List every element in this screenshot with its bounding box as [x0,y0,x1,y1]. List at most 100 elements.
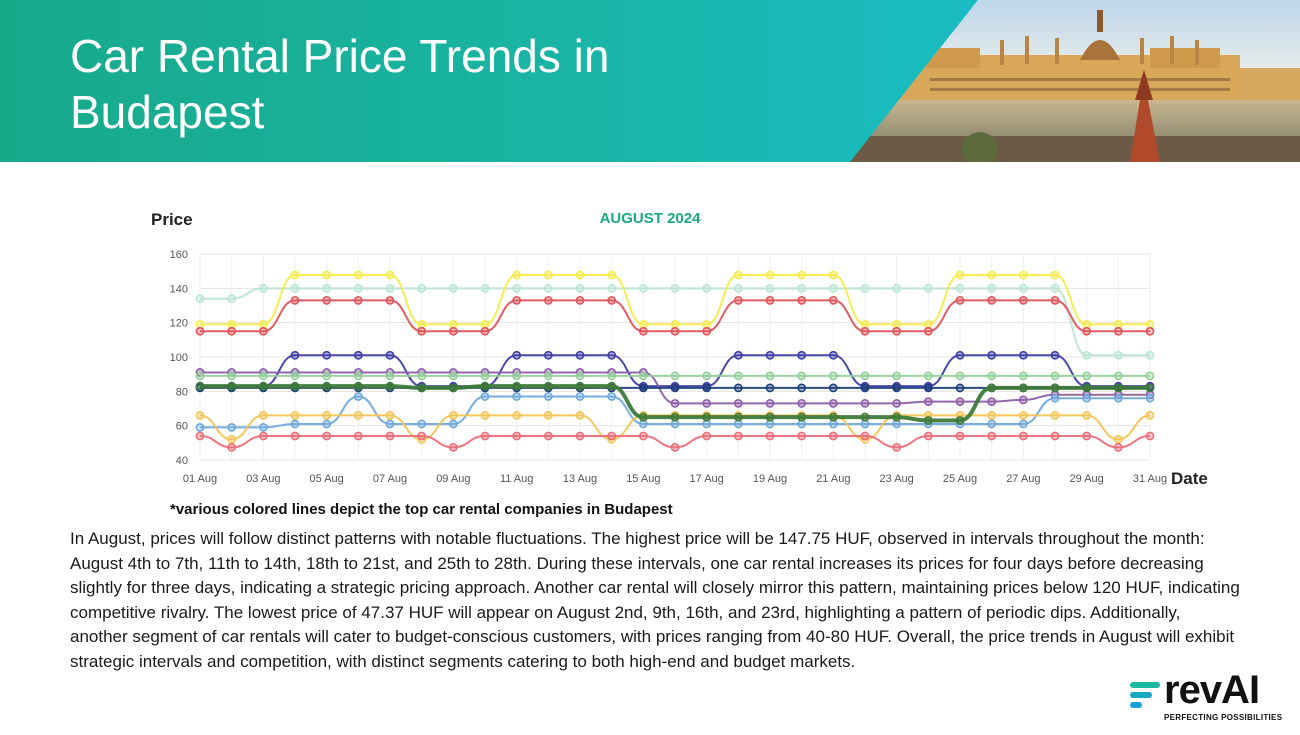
data-point [860,371,870,381]
data-point [353,295,363,305]
data-point [512,381,522,391]
y-tick-label: 40 [176,455,188,467]
data-point [480,392,490,401]
description-paragraph: In August, prices will follow distinct p… [70,529,1240,671]
x-tick-label: 19 Aug [753,473,787,485]
revai-logo: revAI PERFECTING POSSIBILITIES [1128,668,1288,728]
data-point [575,410,585,420]
data-point [1050,283,1060,293]
x-tick-label: 09 Aug [436,473,470,485]
data-point [195,422,205,432]
data-point [1050,350,1060,360]
x-tick-label: 13 Aug [563,473,597,485]
data-point [923,371,933,381]
data-point [955,350,965,360]
data-point [765,431,775,441]
x-tick-label: 21 Aug [816,473,850,485]
data-point [670,383,680,393]
revai-logo-mark-icon [1130,682,1160,708]
data-point [733,350,743,360]
data-point [195,294,205,304]
series-line [200,395,1150,429]
data-point [1145,326,1155,336]
data-point [860,398,870,408]
data-point [828,412,838,422]
data-point [322,381,332,391]
data-point [955,283,965,293]
x-tick-label: 07 Aug [373,473,407,485]
data-point [765,283,775,293]
data-point [892,371,902,381]
data-point [702,326,712,336]
data-point [1082,431,1092,441]
data-point [290,410,300,420]
data-point [353,283,363,293]
data-point [322,371,332,381]
data-point [733,431,743,441]
data-point [258,410,268,420]
data-point [1018,395,1028,405]
data-point [670,412,680,422]
x-tick-label: 25 Aug [943,473,977,485]
data-point [733,295,743,305]
data-point [385,295,395,305]
data-point [670,442,680,452]
data-point [955,383,965,393]
y-axis-label: Price [151,210,193,229]
data-point [448,326,458,336]
data-point [607,295,617,305]
data-point [955,431,965,441]
data-point [417,383,427,393]
data-point [1082,326,1092,336]
data-point [892,326,902,336]
data-point [448,419,458,429]
data-point [1018,283,1028,293]
data-point [1050,431,1060,441]
data-point [923,397,933,407]
data-point [227,326,237,336]
data-point [543,295,553,305]
data-point [195,381,205,391]
data-point [670,398,680,408]
data-point [290,295,300,305]
series-line [200,384,1150,423]
data-point [638,431,648,441]
data-point [1018,295,1028,305]
data-point [670,326,680,336]
data-point [987,419,997,429]
chart-footnote: *various colored lines depict the top ca… [170,501,673,518]
data-point [797,283,807,293]
x-tick-label: 03 Aug [246,473,280,485]
data-point [575,371,585,381]
series-line [199,434,1151,449]
data-point [828,283,838,293]
page-title: Car Rental Price Trends in Budapest [70,30,610,138]
data-point [353,381,363,391]
data-point [860,383,870,393]
data-point [607,392,617,401]
data-point [702,283,712,293]
data-point [955,416,965,425]
data-point [765,412,775,422]
data-point [955,270,965,280]
data-point [195,410,205,420]
y-tick-label: 80 [176,386,188,398]
x-tick-label: 17 Aug [690,473,724,485]
data-point [1018,410,1028,420]
data-point [1050,383,1060,393]
data-point [797,371,807,381]
data-point [828,398,838,408]
data-point [543,270,553,280]
data-point [195,326,205,336]
data-point [543,392,553,401]
data-point [227,371,237,381]
data-point [1113,434,1123,444]
x-tick-label: 01 Aug [183,473,217,485]
x-tick-label: 23 Aug [880,473,914,485]
data-point [607,431,617,441]
data-point [512,350,522,360]
data-point [417,431,427,441]
data-point [543,410,553,420]
data-point [1145,383,1155,393]
data-point [702,371,712,381]
